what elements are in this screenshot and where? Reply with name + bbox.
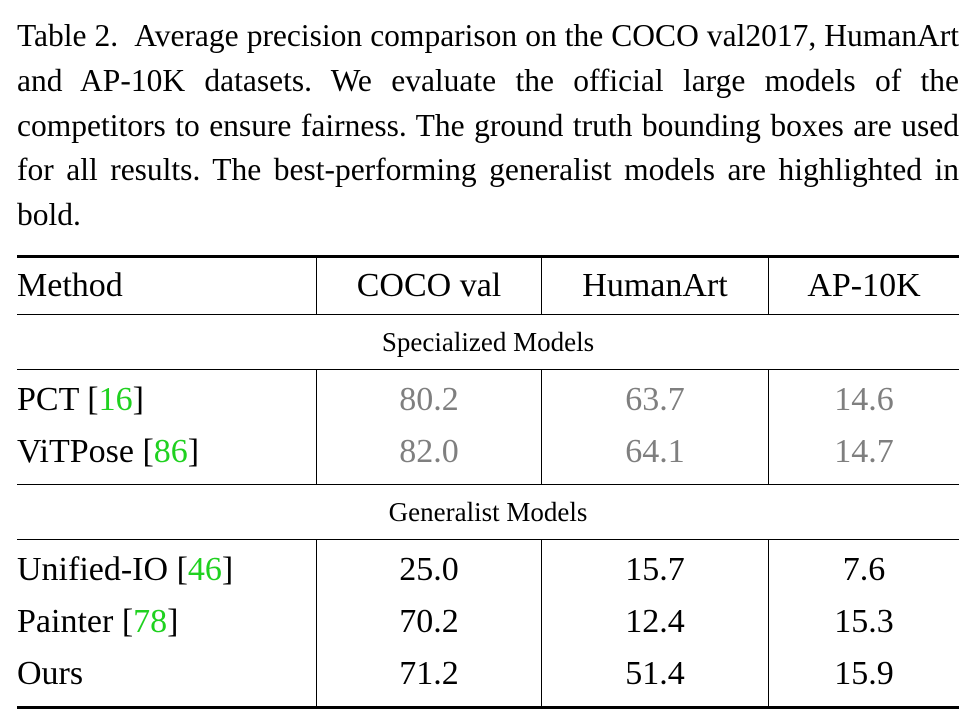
humanart-cell: 63.7 — [541, 369, 769, 426]
citation-link[interactable]: 46 — [187, 551, 222, 588]
method-cell: Unified-IO [46] — [17, 551, 234, 588]
citation-link[interactable]: 86 — [153, 433, 188, 470]
coco-cell: 25.0 — [316, 539, 542, 596]
method-cell: ViTPose [86] — [17, 433, 200, 470]
coco-cell: 70.2 — [316, 596, 542, 648]
ap10k-cell: 15.9 — [768, 648, 959, 708]
humanart-cell: 12.4 — [541, 596, 769, 648]
caption-text: Average precision comparison on the COCO… — [17, 18, 959, 233]
table-caption: Table 2. Average precision comparison on… — [17, 14, 959, 238]
humanart-cell: 64.1 — [541, 426, 769, 485]
method-cell: PCT [16] — [17, 381, 144, 418]
group-title: Specialized Models — [381, 326, 595, 357]
ap10k-cell: 14.7 — [768, 426, 959, 485]
group-header-generalist: Generalist Models — [17, 484, 959, 540]
citation-link[interactable]: 16 — [98, 381, 133, 418]
coco-cell: 80.2 — [316, 369, 542, 426]
coco-cell: 82.0 — [316, 426, 542, 485]
header-ap10k: AP-10K — [768, 256, 959, 315]
table-row: PCT [16] 80.2 63.7 14.6 — [17, 369, 959, 426]
humanart-cell: 15.7 — [541, 539, 769, 596]
table-header-row: Method COCO val HumanArt AP-10K — [17, 256, 959, 315]
table-row: Painter [78] 70.2 12.4 15.3 — [17, 596, 959, 648]
method-cell: Painter [78] — [17, 603, 179, 640]
ap10k-cell: 14.6 — [768, 369, 959, 426]
method-cell: Ours — [17, 655, 84, 692]
ap10k-cell: 15.3 — [768, 596, 959, 648]
group-title: Generalist Models — [388, 496, 588, 527]
header-coco: COCO val — [316, 256, 542, 315]
coco-cell: 71.2 — [316, 648, 542, 708]
humanart-cell: 51.4 — [541, 648, 769, 708]
header-method: Method — [17, 267, 123, 304]
table-row: ViTPose [86] 82.0 64.1 14.7 — [17, 426, 959, 485]
header-humanart: HumanArt — [541, 256, 769, 315]
ap10k-cell: 7.6 — [768, 539, 959, 596]
group-header-specialized: Specialized Models — [17, 314, 959, 370]
results-table: Method COCO val HumanArt AP-10K Speciali… — [17, 255, 959, 709]
table-row: Ours 71.2 51.4 15.9 — [17, 648, 959, 708]
table-row: Unified-IO [46] 25.0 15.7 7.6 — [17, 539, 959, 596]
caption-label: Table 2. — [17, 18, 119, 53]
citation-link[interactable]: 78 — [133, 603, 168, 640]
